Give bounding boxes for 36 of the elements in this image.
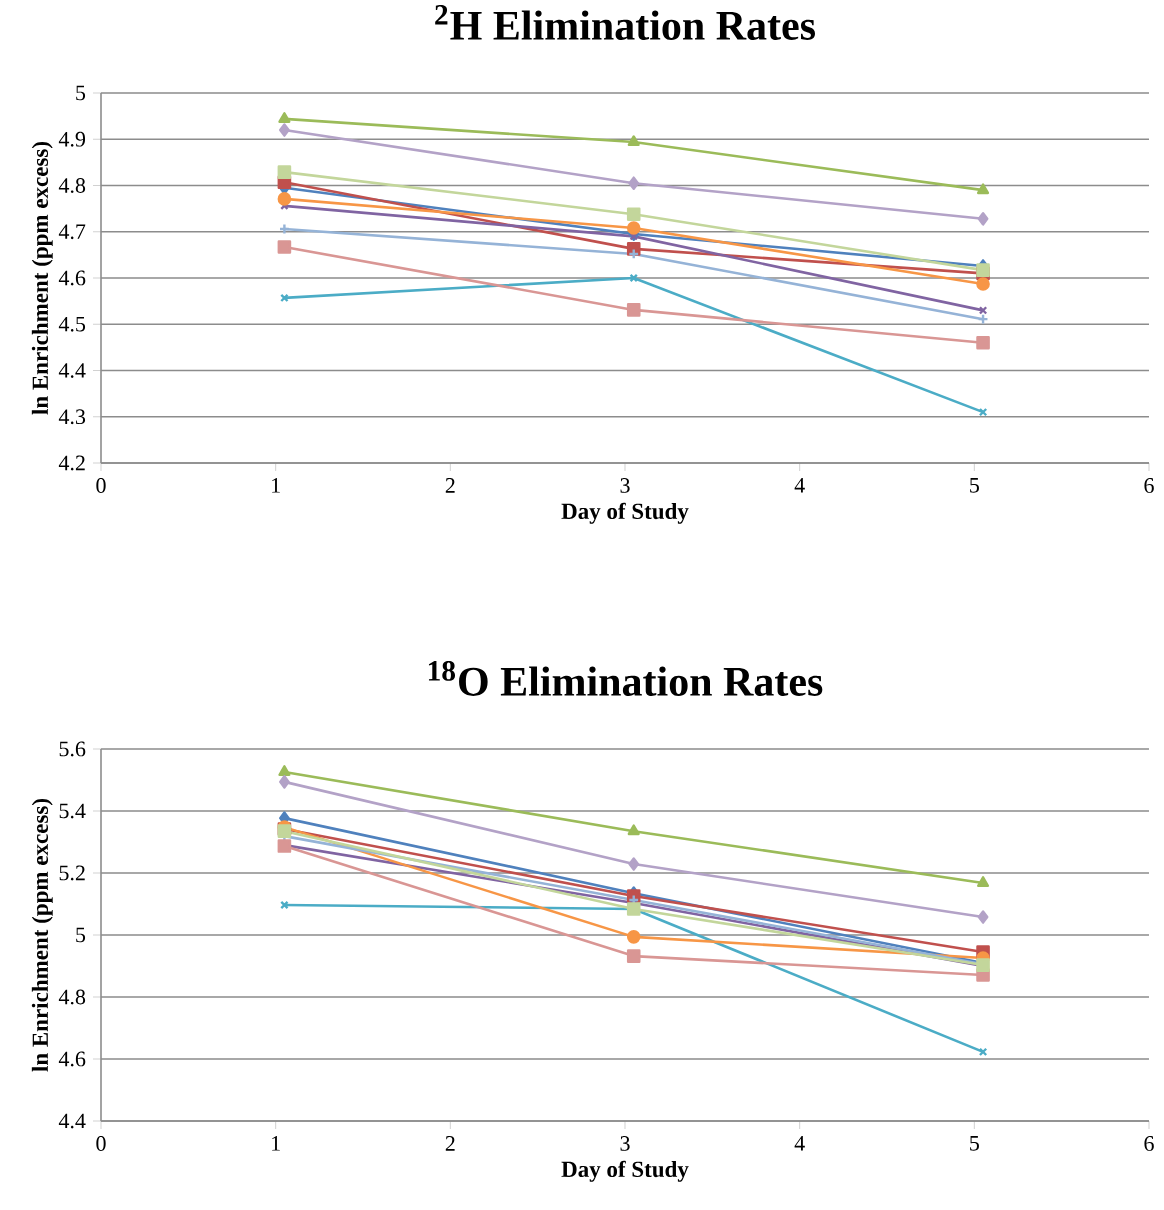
y-axis-title: ln Enrichment (ppm excess)	[31, 142, 53, 415]
y-tick-label: 4.4	[58, 1113, 86, 1129]
x-tick-label: 4	[794, 1136, 805, 1151]
y-tick-label: 4.9	[58, 131, 86, 147]
y-tick-label: 4.4	[58, 363, 86, 378]
y-tick-label: 4.5	[58, 316, 86, 332]
x-tick-label: 5	[970, 478, 979, 493]
y-tick-label: 4.7	[58, 224, 86, 240]
x-tick-label: 5	[970, 1136, 979, 1151]
x-axis-title: Day of Study	[561, 1160, 689, 1182]
y-tick-label: 4.6	[58, 1051, 86, 1067]
chart-title: $^{18}$O Elimination Rates	[428, 660, 823, 696]
y-tick-label: 5	[76, 85, 86, 101]
x-tick-label: 2	[445, 1136, 455, 1151]
x-tick-label: 6	[1144, 1136, 1154, 1151]
chart-title: $^{2}$H Elimination Rates	[435, 5, 815, 40]
x-tick-label: 0	[96, 1136, 106, 1151]
x-tick-label: 3	[620, 478, 630, 493]
x-tick-label: 1	[272, 1136, 280, 1151]
y-tick-label: 4.8	[58, 178, 86, 193]
x-tick-label: 6	[1144, 478, 1154, 493]
x-axis-title: Day of Study	[561, 502, 689, 524]
y-tick-label: 4.8	[58, 989, 86, 1005]
y-tick-label: 4.6	[58, 270, 86, 286]
y-tick-label: 5.2	[59, 865, 85, 881]
x-tick-label: 1	[272, 478, 280, 493]
x-tick-label: 3	[620, 1136, 630, 1151]
y-tick-label: 5.4	[59, 803, 86, 819]
y-axis-title: ln Enrichment (ppm excess)	[31, 799, 53, 1072]
x-tick-label: 4	[794, 478, 805, 493]
y-tick-label: 5.6	[59, 741, 86, 757]
x-tick-label: 0	[96, 478, 106, 493]
x-tick-label: 2	[445, 478, 455, 493]
y-tick-label: 4.3	[58, 409, 86, 425]
y-tick-label: 4.2	[58, 455, 85, 471]
y-tick-label: 5	[76, 927, 86, 943]
